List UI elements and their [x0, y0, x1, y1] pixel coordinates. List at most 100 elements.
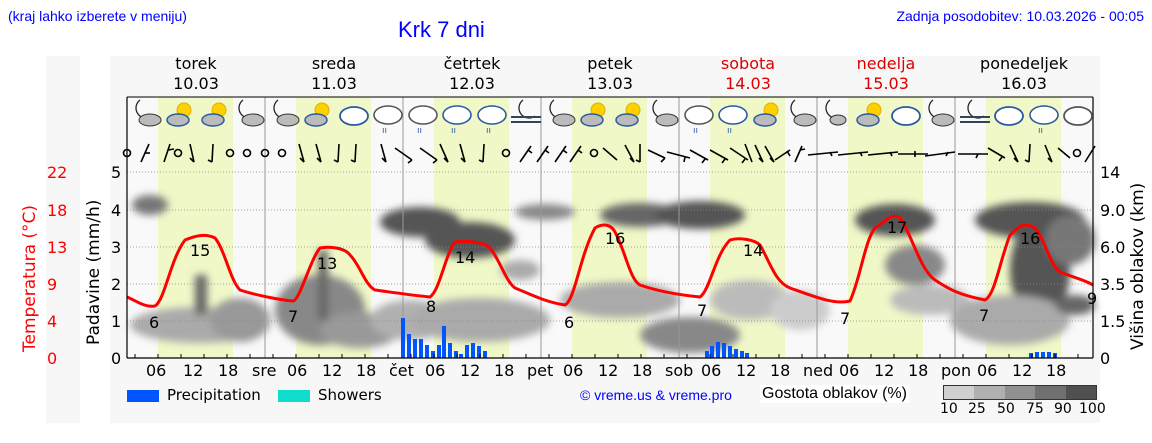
day-header-ponedeljek: ponedeljek 16.03: [980, 54, 1068, 93]
x-tick-label: 18: [770, 361, 791, 380]
cloud-rain-icon: ıı: [477, 105, 507, 136]
moon-fog-icon: [960, 99, 990, 123]
density-label: 50: [997, 401, 1015, 417]
precipitation-swatch: [127, 390, 159, 402]
svg-text:ıı: ıı: [727, 126, 732, 136]
svg-text:ıı: ıı: [417, 126, 422, 136]
temperature-axis-title: Temperatura (°C): [20, 204, 40, 352]
cloud-height-axis-title: Višina oblakov (km): [1128, 182, 1148, 350]
x-tick-label: 18: [1046, 361, 1067, 380]
x-tick-label: pon: [941, 361, 972, 380]
cloud-height-tick: 6.0: [1100, 238, 1126, 257]
sun-cloud-icon: [580, 102, 606, 127]
svg-text:ıı: ıı: [486, 126, 491, 136]
cloud-rain-icon: ıı: [718, 105, 748, 136]
density-label: 90: [1054, 401, 1072, 417]
precip-tick: 3: [111, 238, 122, 257]
x-tick-label: 12: [874, 361, 895, 380]
precipitation-bars: [401, 318, 1057, 358]
moon-cloud-icon: [790, 99, 817, 127]
x-tick-label: čet: [389, 361, 414, 380]
x-tick-label: 12: [1012, 361, 1033, 380]
x-tick-label: 18: [908, 361, 929, 380]
x-tick-label: 12: [460, 361, 481, 380]
sun-cloud-icon: [856, 102, 882, 127]
temp-tick: 18: [47, 201, 68, 220]
day-header-nedelja: nedelja 15.03: [856, 54, 916, 93]
cloud-rain-icon: ıı: [408, 105, 438, 136]
cloud-rain-icon: ıı: [442, 105, 472, 136]
cloud-rain-icon: ıı: [684, 105, 714, 136]
sun-cloud-icon: [615, 102, 641, 127]
day-header-sreda: sreda 11.03: [311, 54, 357, 93]
precipitation-legend-label: Precipitation: [167, 386, 261, 404]
copyright-link[interactable]: © vreme.us & vreme.pro: [580, 387, 732, 403]
x-ticks: [134, 354, 1079, 358]
horizontal-gridlines: [127, 171, 1093, 322]
temp-label: 7: [840, 309, 851, 328]
density-label: 10: [940, 401, 958, 417]
precip-tick: 1: [111, 312, 122, 331]
temp-label: 15: [190, 241, 211, 260]
cloud-icon: [994, 106, 1024, 126]
temp-label: 7: [979, 306, 990, 325]
temp-label: 17: [887, 218, 908, 237]
svg-text:ıı: ıı: [693, 126, 698, 136]
x-tick-label: 12: [598, 361, 619, 380]
moon-cloud-icon: [549, 99, 576, 127]
precipitation-axis-title: Padavine (mm/h): [84, 199, 104, 345]
temp-tick: 9: [47, 275, 58, 294]
x-tick-label: 06: [425, 361, 446, 380]
temp-tick: 4: [47, 312, 58, 331]
moon-cloud-icon: [825, 99, 847, 126]
sun-cloud-icon: [753, 102, 779, 127]
temp-label: 7: [697, 301, 708, 320]
last-update-text: Zadnja posodobitev: 10.03.2026 - 00:05: [896, 8, 1144, 24]
temp-label: 9: [1087, 289, 1098, 308]
moon-cloud-icon: [928, 99, 955, 127]
temp-tick: 22: [47, 163, 68, 182]
sun-cloud-icon: [201, 102, 227, 127]
cloud-density-scale: [943, 385, 1097, 400]
temp-label: 6: [564, 313, 575, 332]
sun-cloud-icon: [166, 102, 192, 127]
cloud-density-title: Gostota oblakov (%): [760, 385, 909, 403]
temp-tick: 13: [47, 238, 68, 257]
temperature-line: [126, 214, 1094, 308]
cloud-height-tick: 9.0: [1100, 201, 1126, 220]
temp-label: 8: [426, 297, 437, 316]
moon-cloud-icon: [238, 99, 265, 127]
x-tick-label: 06: [146, 361, 167, 380]
precip-tick: 2: [111, 275, 122, 294]
temp-label: 14: [743, 241, 764, 260]
moon-cloud-icon: [135, 99, 162, 127]
temp-label: 7: [288, 307, 299, 326]
temp-label: 14: [455, 248, 476, 267]
cloud-icon: [891, 106, 921, 126]
x-tick-label: pet: [527, 361, 554, 380]
day-header-torek: torek 10.03: [173, 54, 219, 93]
day-separators: [264, 97, 956, 358]
showers-swatch: [278, 390, 310, 402]
x-tick-label: 06: [287, 361, 308, 380]
day-header-petek: petek 13.03: [587, 54, 633, 93]
sun-cloud-icon: [304, 102, 330, 127]
x-tick-label: 18: [632, 361, 653, 380]
x-tick-label: 12: [322, 361, 343, 380]
cloud-rain-icon: ıı: [1029, 105, 1059, 136]
temp-label: 16: [1020, 229, 1041, 248]
density-label: 75: [1026, 401, 1044, 417]
x-tick-label: 06: [977, 361, 998, 380]
x-tick-label: 06: [563, 361, 584, 380]
density-label: 25: [968, 401, 986, 417]
x-tick-label: 18: [494, 361, 515, 380]
page-title: Krk 7 dni: [398, 17, 485, 42]
cloud-height-tick: 0: [1100, 349, 1111, 368]
moon-cloud-icon: [273, 99, 300, 127]
cloud-height-tick: 14: [1100, 163, 1121, 182]
temp-label: 16: [605, 229, 626, 248]
weather-icons: ıı ıı ıı ıı ıı ıı ıı: [135, 99, 1093, 136]
cloud-icon: [339, 106, 369, 126]
region-select-note[interactable]: (kraj lahko izberete v meniju): [8, 8, 187, 24]
x-tick-label: ned: [803, 361, 834, 380]
